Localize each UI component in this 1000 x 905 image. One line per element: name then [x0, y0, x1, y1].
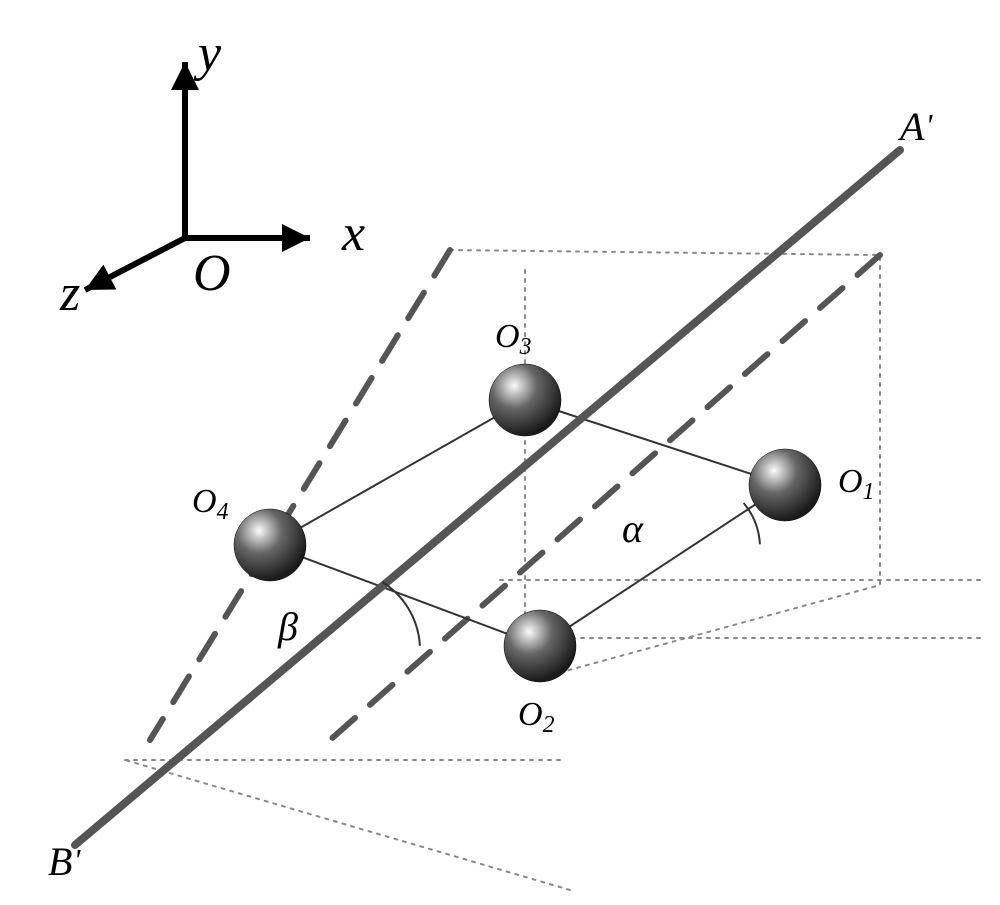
- sphere-o1: [749, 449, 821, 521]
- sphere-o2: [504, 610, 576, 682]
- endpoint-label-B: B': [48, 839, 81, 884]
- endpoint-label-A: A': [897, 104, 933, 149]
- angle-arc-alpha: [744, 503, 760, 544]
- axis-label-z: z: [59, 265, 80, 322]
- axis-label-x: x: [341, 205, 365, 262]
- axis-label-y: y: [193, 25, 222, 82]
- sphere-label-o4: O4: [192, 483, 229, 525]
- axis-label-O: O: [193, 245, 231, 302]
- dotted-construction-line-0: [450, 250, 880, 678]
- sphere-label-o2: O2: [518, 696, 555, 738]
- sphere-o4: [234, 509, 306, 581]
- sphere-label-o3: O3: [495, 318, 532, 360]
- dotted-construction-line-4: [125, 760, 570, 890]
- angle-label-alpha: α: [622, 506, 644, 551]
- diagram-canvas: α β O3 O1 O4 O2 x y z O A' B': [0, 0, 1000, 905]
- x-axis-arrowhead: [282, 224, 310, 252]
- sphere-connection-quad: [270, 400, 785, 646]
- angle-label-beta: β: [277, 604, 298, 649]
- sphere-label-o1: O1: [838, 463, 874, 505]
- y-axis-arrowhead: [171, 62, 199, 90]
- angle-arc-beta: [382, 582, 419, 646]
- sphere-o3: [489, 364, 561, 436]
